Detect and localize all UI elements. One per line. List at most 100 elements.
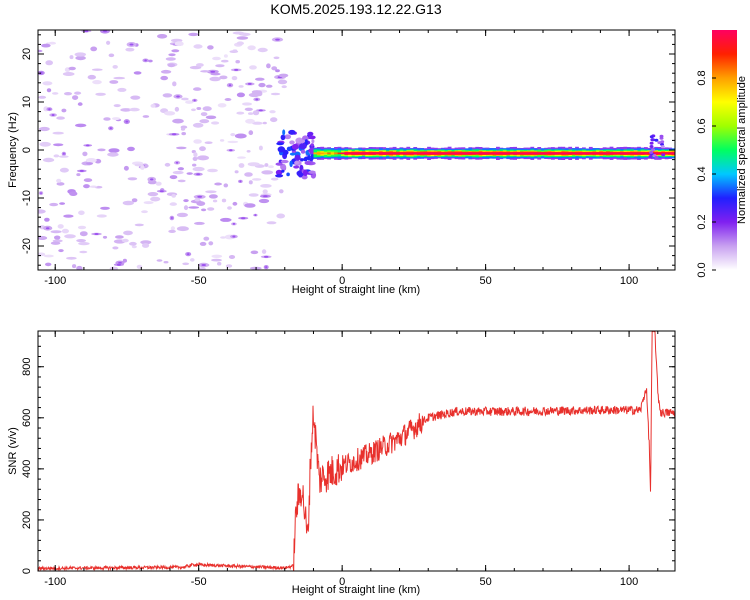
spectrogram-cell xyxy=(427,152,431,155)
spectrogram-cell xyxy=(599,152,603,155)
snr-series-line xyxy=(38,331,675,571)
spectrogram-cell xyxy=(95,92,106,96)
spectrogram-cell xyxy=(103,117,111,121)
spectrogram-cell xyxy=(228,84,232,87)
spectrogram-cell xyxy=(53,154,60,158)
spectrogram-cell xyxy=(43,254,54,258)
spectrogram-cell xyxy=(268,165,274,169)
spectrogram-cell xyxy=(300,158,304,162)
spectrogram-cell xyxy=(544,152,548,155)
spectrogram-cell xyxy=(649,141,654,145)
spectrogram-cell xyxy=(183,205,189,211)
spectrogram-cell xyxy=(115,235,124,239)
spectrogram-cell xyxy=(293,165,300,169)
spectrogram-cell xyxy=(69,191,78,196)
spectrogram-cell xyxy=(38,95,47,99)
spectrogram-cell xyxy=(217,103,227,108)
spectrogram-cell xyxy=(112,246,119,250)
spectrogram-cell xyxy=(174,106,180,112)
spectrogram-cell xyxy=(108,148,120,153)
spectrogram-cell xyxy=(248,112,254,115)
spectrogram-cell xyxy=(160,75,168,81)
spectrogram-cell xyxy=(141,210,148,214)
spectrogram-cell xyxy=(217,261,222,266)
spectrogram-cell xyxy=(150,196,161,202)
spectrogram-cell xyxy=(84,30,89,33)
spectrogram-cell xyxy=(72,264,77,269)
spectrogram-cell xyxy=(134,223,144,227)
spectrogram-cell xyxy=(661,153,666,157)
spectrogram-cell xyxy=(177,167,184,171)
spectrogram-cell xyxy=(413,152,418,155)
spectrogram-cell xyxy=(271,66,278,71)
spectrogram-cell xyxy=(502,152,507,155)
spectrogram-cell xyxy=(176,226,189,232)
spectrogram-cell xyxy=(286,172,290,177)
spectrogram-cell xyxy=(156,259,163,262)
spectrogram-cell xyxy=(83,178,93,183)
spectrogram-cell xyxy=(225,264,233,268)
spectrogram-cell xyxy=(221,198,227,203)
snr-xlabel: Height of straight line (km) xyxy=(292,584,420,596)
spectrogram-cell xyxy=(647,152,652,155)
spectrogram-cell xyxy=(281,169,285,173)
spectrogram-cell xyxy=(129,107,140,112)
spectrogram-cell xyxy=(277,79,288,85)
spectrogram-cell xyxy=(289,140,295,145)
spectrogram-cell xyxy=(310,143,315,147)
spectrogram-cell xyxy=(122,200,134,206)
spectrogram-cell xyxy=(199,119,210,124)
spectrogram-cell xyxy=(530,152,535,155)
x-tick-label: 50 xyxy=(479,275,491,287)
spectrogram-cell xyxy=(85,144,90,147)
spectrogram-cell xyxy=(227,206,232,210)
spectrogram-cell xyxy=(304,161,312,165)
spectrogram-cell xyxy=(368,152,373,155)
spectrogram-cell xyxy=(602,152,607,155)
spectrogram-cell xyxy=(606,152,610,155)
spectrogram-cell xyxy=(42,81,53,86)
spectrogram-cell xyxy=(207,168,218,173)
spectrogram-cell xyxy=(423,152,428,155)
spectrogram-cell xyxy=(554,152,559,155)
spectrogram-cell xyxy=(144,164,149,168)
spectrogram-cell xyxy=(129,43,134,46)
spectrogram-cell xyxy=(211,258,222,262)
spectrogram-cell xyxy=(344,152,349,155)
spectrogram-cell xyxy=(247,45,256,51)
spectrogram-cell xyxy=(234,68,239,71)
spectrogram-cell xyxy=(130,95,141,100)
x-tick-label: 100 xyxy=(620,576,638,588)
spectrogram-cell xyxy=(69,55,74,60)
spectrogram-cell xyxy=(192,156,198,161)
spectrogram-cell xyxy=(378,152,383,155)
spectrogram-cell xyxy=(52,92,59,95)
spectrogram-cell xyxy=(478,152,483,155)
spectrogram-cell xyxy=(193,87,202,91)
spectrogram-cell xyxy=(671,152,675,155)
spectrogram-cell xyxy=(78,210,85,216)
spectrogram-cell xyxy=(176,212,188,218)
spectrogram-cell xyxy=(155,181,162,186)
spectrogram-cell xyxy=(62,72,75,76)
spectrogram-cell xyxy=(239,180,242,183)
spectrogram-cell xyxy=(313,152,318,155)
spectrogram-cell xyxy=(196,63,204,67)
spectrogram-cell xyxy=(244,107,253,112)
spectrogram-cell xyxy=(53,143,64,147)
spectrogram-cell xyxy=(45,60,53,66)
spectrogram-cell xyxy=(85,158,97,163)
spectrogram-cell xyxy=(659,134,664,138)
spectrogram-cell xyxy=(660,145,665,149)
spectrogram-cell xyxy=(112,65,118,69)
spectrogram-cell xyxy=(83,184,90,189)
spectrogram-xlabel: Height of straight line (km) xyxy=(292,284,420,296)
spectrogram-cell xyxy=(121,238,129,243)
spectrogram-cell xyxy=(420,152,424,155)
colorbar-fill xyxy=(712,30,737,270)
spectrogram-cell xyxy=(140,240,152,245)
spectrogram-cell xyxy=(461,152,466,155)
spectrogram-cell xyxy=(308,170,316,174)
snr-ticks: -100 -50 0 50 100 0 200 400 600 800 xyxy=(21,331,675,588)
